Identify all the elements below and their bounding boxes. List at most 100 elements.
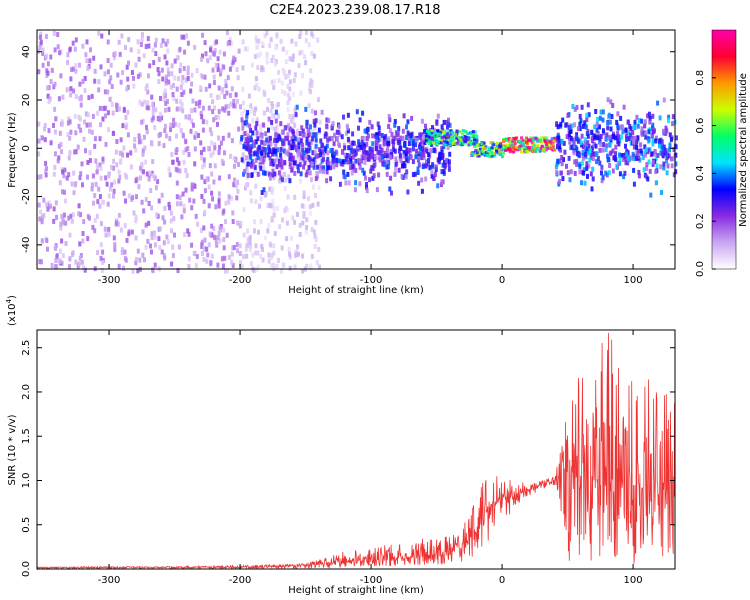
heatmap-cell	[457, 136, 461, 140]
y-tick-label: 1.0	[21, 473, 32, 489]
heatmap-cell	[365, 182, 368, 187]
heatmap-cell	[389, 149, 393, 155]
heatmap-cell	[399, 135, 403, 141]
heatmap-cell	[276, 147, 280, 153]
heatmap-cell	[179, 62, 183, 68]
heatmap-cell	[323, 147, 327, 153]
heatmap-cell	[147, 73, 150, 79]
heatmap-cell	[249, 128, 253, 133]
heatmap-cell	[585, 161, 589, 167]
heatmap-cell	[113, 247, 117, 253]
heatmap-cell	[78, 175, 82, 181]
heatmap-cell	[240, 136, 244, 142]
heatmap-cell	[291, 215, 295, 221]
heatmap-cell	[270, 189, 274, 195]
heatmap-cell	[599, 142, 603, 148]
heatmap-cell	[103, 89, 107, 95]
heatmap-cell	[201, 74, 205, 80]
heatmap-cell	[217, 203, 221, 209]
heatmap-cell	[596, 156, 600, 161]
heatmap-cell	[288, 265, 292, 271]
heatmap-cell	[100, 33, 104, 39]
heatmap-cell	[398, 153, 402, 159]
heatmap-cell	[242, 171, 246, 177]
heatmap-cell	[218, 225, 222, 231]
heatmap-cell	[613, 135, 617, 141]
heatmap-cell	[249, 103, 253, 109]
heatmap-cell	[651, 159, 655, 165]
heatmap-cell	[213, 145, 217, 151]
heatmap-cell	[194, 101, 198, 107]
heatmap-cell	[380, 133, 384, 138]
heatmap-cell	[455, 136, 459, 140]
heatmap-cell	[445, 136, 448, 140]
heatmap-cell	[268, 186, 272, 192]
heatmap-cell	[212, 80, 216, 85]
heatmap-cell	[39, 39, 43, 45]
heatmap-cell	[478, 143, 482, 147]
heatmap-cell	[445, 158, 448, 163]
heatmap-cell	[405, 135, 409, 140]
heatmap-cell	[309, 140, 313, 145]
heatmap-cell	[202, 157, 206, 163]
heatmap-cell	[258, 203, 261, 209]
heatmap-cell	[217, 135, 221, 141]
heatmap-cell	[224, 219, 227, 225]
heatmap-cell	[182, 149, 185, 155]
heatmap-cell	[70, 218, 74, 224]
heatmap-cell	[253, 111, 256, 116]
heatmap-cell	[260, 243, 264, 249]
heatmap-cell	[49, 140, 53, 146]
heatmap-cell	[77, 123, 81, 129]
heatmap-cell	[496, 141, 500, 145]
heatmap-cell	[624, 143, 627, 149]
heatmap-cell	[225, 232, 229, 238]
heatmap-cell	[614, 144, 618, 150]
heatmap-cell	[445, 140, 449, 144]
heatmap-cell	[611, 148, 615, 154]
heatmap-cell	[464, 139, 468, 143]
heatmap-cell	[257, 86, 261, 92]
heatmap-cell	[643, 123, 647, 129]
heatmap-cell	[304, 60, 308, 66]
heatmap-cell	[276, 102, 280, 107]
heatmap-cell	[398, 145, 402, 151]
heatmap-cell	[548, 144, 552, 148]
heatmap-cell	[112, 55, 116, 61]
heatmap-cell	[651, 129, 655, 135]
heatmap-cell	[304, 38, 308, 44]
heatmap-cell	[283, 90, 287, 96]
heatmap-cell	[296, 152, 300, 158]
heatmap-cell	[469, 131, 473, 135]
heatmap-cell	[625, 148, 629, 154]
heatmap-cell	[357, 142, 361, 148]
heatmap-cell	[86, 112, 90, 118]
heatmap-cell	[126, 132, 130, 138]
heatmap-cell	[487, 154, 491, 158]
heatmap-cell	[232, 245, 236, 250]
heatmap-cell	[159, 96, 162, 101]
heatmap-cell	[283, 172, 287, 177]
heatmap-cell	[604, 147, 608, 153]
heatmap-cell	[656, 100, 660, 106]
heatmap-cell	[659, 164, 663, 170]
heatmap-cell	[79, 127, 83, 133]
heatmap-cell	[294, 136, 298, 142]
heatmap-cell	[118, 106, 121, 112]
heatmap-cell	[511, 142, 515, 146]
heatmap-cell	[656, 153, 660, 158]
heatmap-cell	[182, 208, 186, 214]
x-tick-label: -300	[98, 275, 121, 286]
heatmap-cell	[37, 151, 41, 157]
heatmap-cell	[439, 138, 443, 142]
heatmap-cell	[269, 108, 273, 114]
heatmap-cell	[252, 140, 256, 145]
heatmap-cell	[113, 179, 116, 185]
spectrogram-frame	[36, 29, 676, 270]
heatmap-cell	[130, 70, 134, 75]
heatmap-cell	[229, 101, 233, 107]
heatmap-cell	[254, 125, 258, 131]
heatmap-cell	[511, 146, 515, 150]
heatmap-cell	[275, 263, 279, 269]
heatmap-cell	[300, 49, 304, 55]
